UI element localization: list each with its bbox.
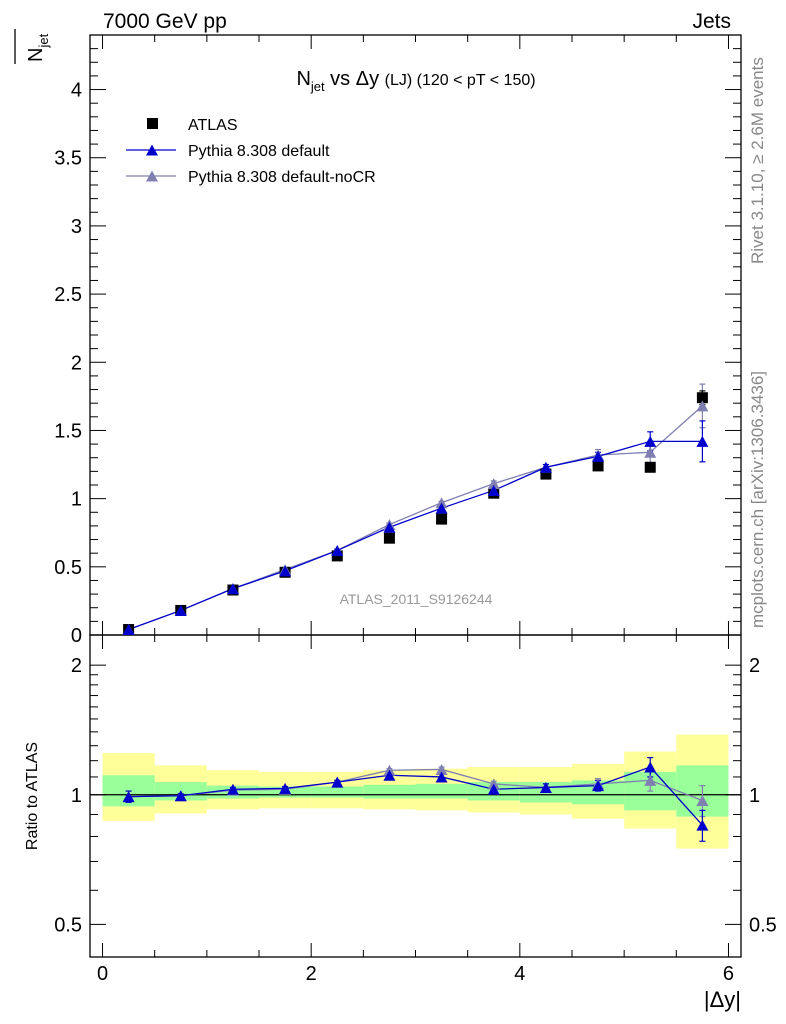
header-left: 7000 GeV pp <box>103 10 227 33</box>
legend-default-marker <box>146 144 158 156</box>
ratio-point <box>644 761 657 773</box>
main-y-tick-label: 3 <box>71 216 82 238</box>
x-tick-label: 2 <box>306 963 317 985</box>
mcplots-label: mcplots.cern.ch [arXiv:1306.3436] <box>748 371 767 628</box>
legend-atlas-label: ATLAS <box>188 117 238 134</box>
rivet-label: Rivet 3.1.10, ≥ 2.6M events <box>748 57 767 264</box>
mc-point <box>696 435 709 447</box>
main-y-tick-label: 4 <box>71 80 82 102</box>
main-series-line <box>128 440 703 631</box>
legend: ATLAS Pythia 8.308 default Pythia 8.308 … <box>126 117 376 186</box>
main-y-tick-label: 2.5 <box>54 284 82 306</box>
ratio-point <box>435 771 448 783</box>
mc-point <box>644 435 657 447</box>
ratio-point <box>696 794 709 806</box>
mc-point <box>487 478 500 490</box>
inner-band-segment <box>415 783 468 799</box>
ratio-point <box>435 763 448 775</box>
legend-atlas-marker <box>147 118 158 129</box>
main-y-tick-label: 1.5 <box>54 420 82 442</box>
ratio-point <box>539 781 552 793</box>
header-right: Jets <box>692 10 731 33</box>
main-y-tick-label: 1 <box>71 489 82 511</box>
x-tick-label: 0 <box>97 963 108 985</box>
mc-point <box>226 583 239 595</box>
mc-point <box>539 461 552 473</box>
x-tick-label: 6 <box>723 963 734 985</box>
atlas-point <box>644 461 656 473</box>
ratio-point <box>383 769 396 781</box>
mc-point <box>383 521 396 533</box>
main-title: Njet vs Δy (LJ) (120 < pT < 150) <box>296 68 535 94</box>
ratio-point <box>122 791 135 803</box>
ratio-y-tick-label-right: 2 <box>749 655 760 677</box>
mc-point <box>279 565 292 577</box>
x-tick-label: 4 <box>514 963 525 985</box>
inner-band-segment <box>363 784 416 799</box>
ratio-y-tick-label: 0.5 <box>54 914 82 936</box>
main-y-tick-label: 0 <box>71 625 82 647</box>
mc-point <box>696 400 709 412</box>
legend-default-label: Pythia 8.308 default <box>188 143 330 160</box>
mc-point <box>122 624 135 636</box>
mc-point <box>644 446 657 458</box>
ratio-point <box>487 783 500 795</box>
main-y-tick-label: 2 <box>71 352 82 374</box>
ratio-series-line <box>128 768 703 802</box>
ratio-y-tick-label: 2 <box>71 655 82 677</box>
ratio-point <box>279 782 292 794</box>
ratio-point <box>592 780 605 792</box>
ratio-point <box>696 819 709 831</box>
main-y-tick-label: 3.5 <box>54 148 82 170</box>
mc-point <box>435 502 448 514</box>
legend-nocr-marker <box>146 170 158 182</box>
mc-point <box>174 604 187 616</box>
mc-point <box>487 484 500 496</box>
ratio-point <box>644 774 657 786</box>
atlas-point <box>540 468 552 480</box>
x-axis-label: |Δy| <box>704 987 741 1012</box>
ratio-point <box>226 783 239 795</box>
atlas-point <box>696 392 708 404</box>
ratio-series-line <box>128 766 703 826</box>
analysis-watermark: ATLAS_2011_S9126244 <box>340 591 493 607</box>
atlas-point <box>592 460 604 472</box>
inner-band-segment <box>311 786 364 798</box>
legend-nocr-label: Pythia 8.308 default-noCR <box>188 169 376 186</box>
ratio-bands <box>90 734 741 849</box>
atlas-point <box>383 532 395 544</box>
ratio-y-tick-label-right: 0.5 <box>749 914 777 936</box>
ratio-point <box>331 776 344 788</box>
atlas-point <box>436 513 448 525</box>
ratio-point <box>174 790 187 802</box>
ratio-y-tick-label: 1 <box>71 785 82 807</box>
main-ylabel: Njet <box>14 29 51 64</box>
main-y-tick-label: 0.5 <box>54 557 82 579</box>
ratio-y-tick-label-right: 1 <box>749 785 760 807</box>
axes: 0 2 4 6 0 0.5 1 1.5 2 2.5 3 3.5 4 0.5 0.5 1 1 2 2 <box>54 34 777 985</box>
main-ylabel-text: Njet <box>25 33 51 62</box>
mc-point <box>331 544 344 556</box>
mc-point <box>592 450 605 462</box>
data-marks <box>122 383 709 842</box>
ratio-ylabel: Ratio to ATLAS <box>24 742 41 850</box>
